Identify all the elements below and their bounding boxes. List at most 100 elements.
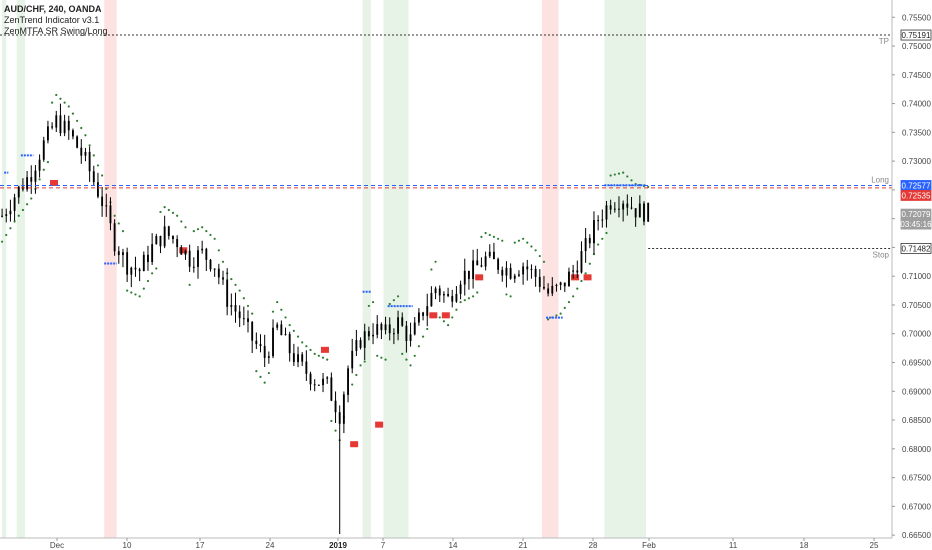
candle-body xyxy=(313,384,316,386)
price-tick-label: 0.67500 xyxy=(902,474,931,483)
candle-body xyxy=(167,226,170,237)
candle-body xyxy=(142,254,145,272)
candle-body xyxy=(34,170,37,182)
time-tick-label: 14 xyxy=(449,541,458,550)
price-tag-tp-bg xyxy=(900,29,932,41)
candle-body xyxy=(326,377,329,379)
red-signal-mark xyxy=(480,274,484,281)
trail-dot xyxy=(113,214,116,217)
candle-body xyxy=(580,251,583,273)
trail-dot xyxy=(126,289,129,292)
candle-body xyxy=(38,159,41,171)
trail-dot xyxy=(363,360,366,363)
time-tick-label: 11 xyxy=(729,541,738,550)
trail-dot xyxy=(401,352,404,355)
trail-dot xyxy=(159,210,162,214)
red-signal-mark xyxy=(50,179,54,186)
time-tick-label: 24 xyxy=(266,541,275,550)
trail-dot xyxy=(280,308,283,311)
red-signal-mark xyxy=(352,441,356,448)
red-signal-mark xyxy=(446,312,450,319)
time-tick-label: 7 xyxy=(381,541,386,550)
candle-body xyxy=(180,247,183,255)
trail-dot xyxy=(405,358,408,361)
price-tick-label: 0.68500 xyxy=(902,416,931,425)
candle-body xyxy=(497,259,500,270)
time-axis-panel[interactable] xyxy=(0,538,932,550)
candle-body xyxy=(213,268,216,270)
candle-body xyxy=(238,311,241,319)
candle-body xyxy=(555,285,558,287)
trail-dot xyxy=(38,178,41,181)
trail-dot xyxy=(367,304,370,308)
candle-body xyxy=(55,115,58,128)
trail-dot xyxy=(355,373,358,377)
trail-dot xyxy=(117,222,120,225)
candle-body xyxy=(117,251,120,256)
red-signal-mark xyxy=(181,247,185,254)
trail-dot xyxy=(284,316,287,319)
trail-dot xyxy=(380,356,383,359)
candle-body xyxy=(226,279,229,307)
candle-body xyxy=(547,288,550,294)
price-tag-current-label: 0.72079 xyxy=(902,210,931,219)
trail-dot xyxy=(221,260,225,263)
symbol-title[interactable]: AUD/CHF, 240, OANDA xyxy=(4,4,102,14)
candle-body xyxy=(113,223,116,252)
candle-body xyxy=(609,205,612,210)
highlight-band-green-4 xyxy=(383,0,409,538)
trail-dot xyxy=(384,358,387,361)
trail-dot xyxy=(271,310,275,313)
trail-dot xyxy=(155,267,158,270)
candle-body xyxy=(26,177,29,190)
candle-body xyxy=(438,288,441,296)
trail-dot xyxy=(555,314,558,317)
candle-body xyxy=(334,400,337,413)
candle-body xyxy=(472,260,475,280)
highlight-band-red-2 xyxy=(104,0,117,538)
time-axis-labels: Dec 10 17 24 2019 7 14 21 28 Feb 11 18 25 xyxy=(50,538,879,550)
candle-body xyxy=(476,260,479,266)
candle-body xyxy=(434,288,437,294)
candle-body xyxy=(459,284,462,294)
candle-body xyxy=(5,214,8,216)
trail-dot xyxy=(167,208,170,212)
candle-body xyxy=(251,321,254,341)
candle-body xyxy=(280,324,283,336)
trail-dot xyxy=(376,354,379,357)
red-signal-mark xyxy=(350,441,354,448)
trail-dot xyxy=(201,226,204,229)
indicator-zentrend[interactable]: ZenTrend Indicator v3.1 xyxy=(4,15,100,25)
trail-dot xyxy=(326,358,329,361)
candle-body xyxy=(501,269,504,276)
trail-dot xyxy=(242,297,245,300)
price-tick-label: 0.73500 xyxy=(902,128,931,137)
candle-body xyxy=(576,270,579,273)
candle-body xyxy=(230,304,233,307)
indicator-zenmtfa[interactable]: ZenMTFA SR Swing/Long xyxy=(4,26,108,36)
candle-body xyxy=(522,266,525,275)
level-label-stop: Stop xyxy=(873,250,890,259)
time-tick-label: 17 xyxy=(196,541,205,550)
candle-body xyxy=(538,276,541,287)
red-signal-mark xyxy=(320,346,324,353)
candle-body xyxy=(392,333,395,335)
candle-body xyxy=(417,312,420,323)
candle-body xyxy=(292,353,295,363)
trail-dot xyxy=(230,277,233,281)
red-signal-mark xyxy=(444,312,448,319)
trail-dot xyxy=(626,175,629,178)
trail-dot xyxy=(163,206,166,209)
price-tag-tp-label: 0.75191 xyxy=(902,31,931,40)
trail-dot xyxy=(330,419,333,423)
trail-dot xyxy=(476,291,479,294)
candle-body xyxy=(84,151,87,156)
trail-dot xyxy=(446,324,450,327)
candle-body xyxy=(584,238,587,252)
price-axis-panel[interactable] xyxy=(892,0,932,538)
trail-dot xyxy=(59,97,62,100)
trail-dot xyxy=(80,126,83,130)
red-signal-mark xyxy=(573,274,577,281)
trail-dot xyxy=(263,381,266,384)
